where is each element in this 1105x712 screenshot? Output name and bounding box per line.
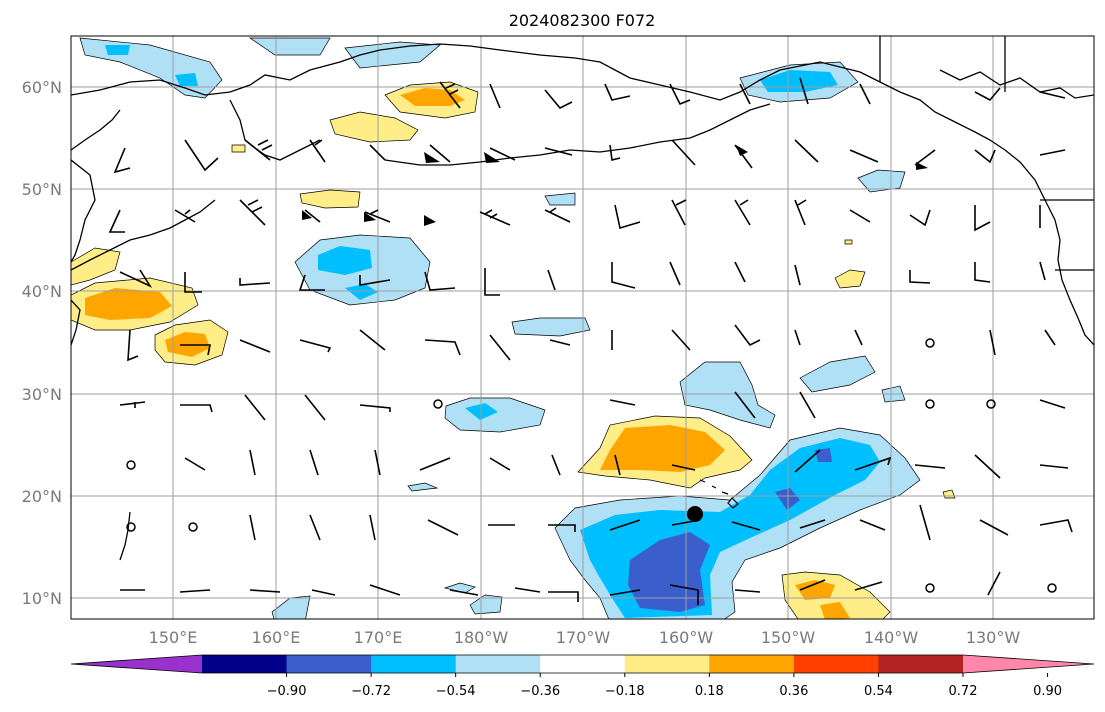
colorbar-extend-low: [71, 655, 202, 673]
colorbar-tick-label: 0.36: [779, 684, 808, 699]
lon-label: 140°W: [864, 628, 919, 647]
colorbar-outline: [70, 654, 1095, 674]
colorbar-segment: [709, 655, 795, 673]
calm-wind-circles: [126, 338, 1057, 593]
coastlines: [71, 36, 1094, 561]
latitude-labels: 60°N 50°N 40°N 30°N 20°N 10°N: [22, 78, 62, 608]
longitude-labels: 150°E 160°E 170°E 180°W 170°W 160°W 150°…: [149, 628, 1021, 647]
colorbar-segment: [540, 655, 626, 673]
lon-label: 160°E: [252, 628, 301, 647]
positive-anomaly-medium: [85, 88, 850, 619]
lat-label: 50°N: [22, 180, 62, 199]
colorbar-tick-label: −0.72: [351, 684, 391, 699]
graticule: [71, 36, 1094, 619]
hawaii-islands: [699, 479, 739, 509]
map-frame: [70, 35, 1095, 620]
colorbar-segment: [878, 655, 964, 673]
colorbar-tick-label: −0.18: [605, 684, 645, 699]
lon-label: 150°W: [761, 628, 816, 647]
colorbar-segment: [286, 655, 372, 673]
lat-label: 10°N: [22, 589, 62, 608]
colorbar-segment: [624, 655, 710, 673]
lat-label: 60°N: [22, 78, 62, 97]
colorbar-segment: [371, 655, 457, 673]
colorbar-tick-label: 0.90: [1033, 684, 1062, 699]
lat-label: 30°N: [22, 385, 62, 404]
lon-label: 170°E: [354, 628, 403, 647]
lon-label: 180°W: [454, 628, 509, 647]
lon-label: 130°W: [966, 628, 1021, 647]
colorbar-tick-label: −0.54: [436, 684, 476, 699]
lon-label: 170°W: [556, 628, 611, 647]
storm-center-marker: [687, 506, 703, 522]
colorbar-tick-label: 0.72: [949, 684, 978, 699]
map-area: [71, 36, 1094, 619]
colorbar-tick-label: −0.90: [267, 684, 307, 699]
wind-flags: [302, 145, 928, 226]
colorbar-segment: [793, 655, 879, 673]
colorbar-tick-label: 0.54: [864, 684, 893, 699]
lat-label: 40°N: [22, 282, 62, 301]
colorbar-tick-label: 0.18: [695, 684, 724, 699]
colorbar-segment: [202, 655, 288, 673]
lon-label: 150°E: [149, 628, 198, 647]
lat-label: 20°N: [22, 487, 62, 506]
colorbar: −0.90 −0.72 −0.54 −0.36 −0.18 0.18 0.36 0.54 0.7…: [70, 654, 1095, 699]
colorbar-segment: [455, 655, 541, 673]
colorbar-extend-high: [963, 655, 1094, 673]
colorbar-tick-label: −0.36: [520, 684, 560, 699]
lon-label: 160°W: [659, 628, 714, 647]
map-title: 2024082300 F072: [509, 11, 656, 30]
